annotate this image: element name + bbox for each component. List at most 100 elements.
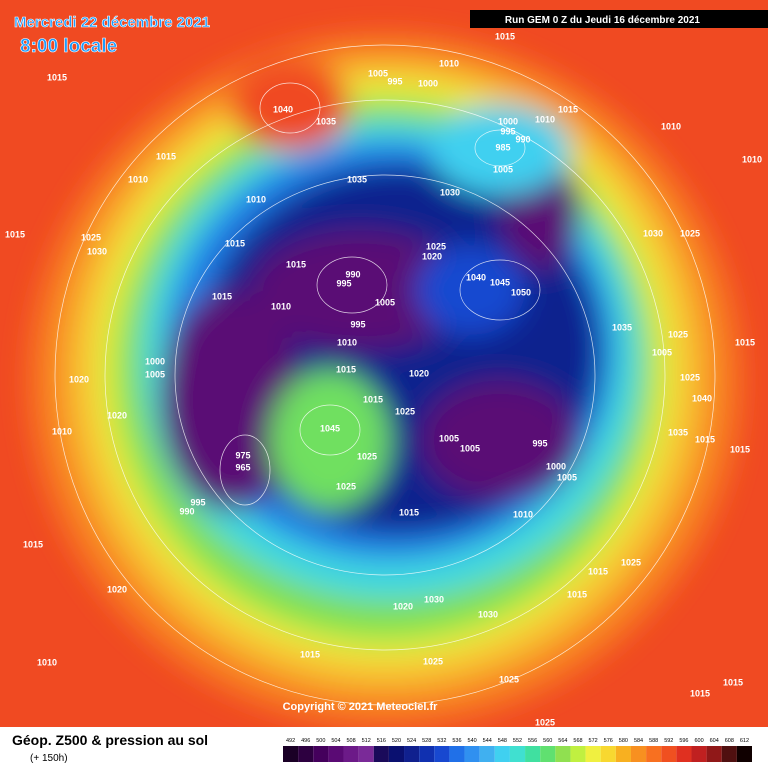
pressure-label: 1025 bbox=[81, 232, 101, 242]
pressure-label: 1015 bbox=[735, 337, 755, 347]
legend-swatch bbox=[676, 746, 692, 762]
pressure-label: 1030 bbox=[643, 228, 663, 238]
pressure-label: 1025 bbox=[395, 406, 415, 416]
pressure-label: 995 bbox=[532, 438, 547, 448]
pressure-label: 1010 bbox=[246, 194, 266, 204]
legend-value: 508 bbox=[346, 738, 355, 744]
pressure-label: 1000 bbox=[546, 461, 566, 471]
legend-swatch bbox=[449, 746, 465, 762]
legend: 492 496 500 504 508 512 516 520 524 528 532 536 540 5… bbox=[283, 738, 752, 762]
legend-value: 544 bbox=[483, 738, 492, 744]
legend-value: 600 bbox=[694, 738, 703, 744]
legend-swatch bbox=[328, 746, 344, 762]
pressure-label: 1020 bbox=[409, 368, 429, 378]
run-info: Run GEM 0 Z du Jeudi 16 décembre 2021 bbox=[505, 15, 701, 26]
legend-value: 516 bbox=[377, 738, 386, 744]
legend-swatch bbox=[343, 746, 359, 762]
pressure-label: 1005 bbox=[439, 433, 459, 443]
legend-swatch bbox=[373, 746, 389, 762]
pressure-label: 1015 bbox=[730, 444, 750, 454]
legend-swatch bbox=[388, 746, 405, 762]
pressure-label: 1010 bbox=[128, 174, 148, 184]
legend-swatch bbox=[570, 746, 586, 762]
legend-swatch bbox=[464, 746, 480, 762]
pressure-label: 1000 bbox=[418, 78, 438, 88]
copyright: Copyright © 2021 Meteociel.fr bbox=[283, 701, 439, 713]
pressure-label: 1035 bbox=[347, 174, 367, 184]
pressure-label: 1030 bbox=[440, 187, 460, 197]
legend-swatch bbox=[615, 746, 631, 762]
legend-swatch bbox=[555, 746, 571, 762]
pressure-label: 1020 bbox=[422, 251, 442, 261]
legend-value: 588 bbox=[649, 738, 658, 744]
pressure-label: 985 bbox=[495, 142, 510, 152]
pressure-label: 1020 bbox=[69, 374, 89, 384]
legend-swatch bbox=[585, 746, 601, 762]
pressure-label: 995 bbox=[350, 319, 365, 329]
pressure-label: 1015 bbox=[300, 649, 320, 659]
pressure-label: 1025 bbox=[423, 656, 443, 666]
pressure-label: 1000 bbox=[498, 116, 518, 126]
legend-value: 604 bbox=[710, 738, 719, 744]
pressure-label: 1015 bbox=[225, 238, 245, 248]
pressure-label: 1015 bbox=[156, 151, 176, 161]
legend-swatch bbox=[404, 746, 420, 762]
legend-value: 504 bbox=[331, 738, 340, 744]
pressure-label: 1025 bbox=[357, 451, 377, 461]
pressure-label: 1040 bbox=[466, 272, 486, 282]
pressure-label: 995 bbox=[387, 76, 402, 86]
pressure-label: 1020 bbox=[107, 410, 127, 420]
legend-swatch bbox=[298, 746, 314, 762]
pressure-label: 1010 bbox=[271, 301, 291, 311]
legend-value: 612 bbox=[740, 738, 749, 744]
map-time: 8:00 locale bbox=[20, 36, 117, 57]
pressure-label: 1025 bbox=[426, 241, 446, 251]
legend-value: 564 bbox=[558, 738, 567, 744]
pressure-label: 1030 bbox=[478, 609, 498, 619]
pressure-label: 1010 bbox=[513, 509, 533, 519]
pressure-label: 1010 bbox=[37, 657, 57, 667]
pressure-label: 1010 bbox=[535, 114, 555, 124]
pressure-label: 1015 bbox=[588, 566, 608, 576]
map bbox=[0, 0, 768, 727]
pressure-label: 1025 bbox=[621, 557, 641, 567]
legend-swatch bbox=[509, 746, 526, 762]
legend-swatch bbox=[358, 746, 374, 762]
legend-value: 552 bbox=[513, 738, 522, 744]
legend-value: 528 bbox=[422, 738, 431, 744]
legend-value: 572 bbox=[589, 738, 598, 744]
pressure-label: 1040 bbox=[692, 393, 712, 403]
pressure-label: 1015 bbox=[5, 229, 25, 239]
legend-swatch bbox=[479, 746, 495, 762]
legend-value: 584 bbox=[634, 738, 643, 744]
legend-swatch bbox=[525, 746, 541, 762]
run-box bbox=[470, 10, 768, 28]
pressure-label: 1025 bbox=[680, 372, 700, 382]
pressure-label: 1015 bbox=[695, 434, 715, 444]
legend-value: 580 bbox=[619, 738, 628, 744]
pressure-label: 1040 bbox=[273, 104, 293, 114]
legend-swatch bbox=[494, 746, 510, 762]
pressure-label: 1015 bbox=[286, 259, 306, 269]
pressure-label: 1025 bbox=[535, 717, 555, 727]
legend-swatch bbox=[419, 746, 435, 762]
legend-swatch bbox=[661, 746, 677, 762]
pressure-label: 995 bbox=[336, 278, 351, 288]
footer-subtitle: (+ 150h) bbox=[30, 753, 68, 764]
pressure-label: 1020 bbox=[393, 601, 413, 611]
pressure-label: 1005 bbox=[460, 443, 480, 453]
legend-swatch bbox=[736, 746, 752, 762]
pressure-label: 1010 bbox=[661, 121, 681, 131]
pressure-label: 1015 bbox=[23, 539, 43, 549]
pressure-label: 1025 bbox=[680, 228, 700, 238]
pressure-label: 1035 bbox=[316, 116, 336, 126]
pressure-label: 1010 bbox=[439, 58, 459, 68]
pressure-label: 1025 bbox=[499, 674, 519, 684]
pressure-label: 990 bbox=[179, 506, 194, 516]
pressure-label: 1045 bbox=[320, 423, 340, 433]
pressure-label: 1025 bbox=[336, 481, 356, 491]
pressure-label: 1015 bbox=[723, 677, 743, 687]
pressure-label: 1015 bbox=[363, 394, 383, 404]
legend-swatch bbox=[630, 746, 647, 762]
